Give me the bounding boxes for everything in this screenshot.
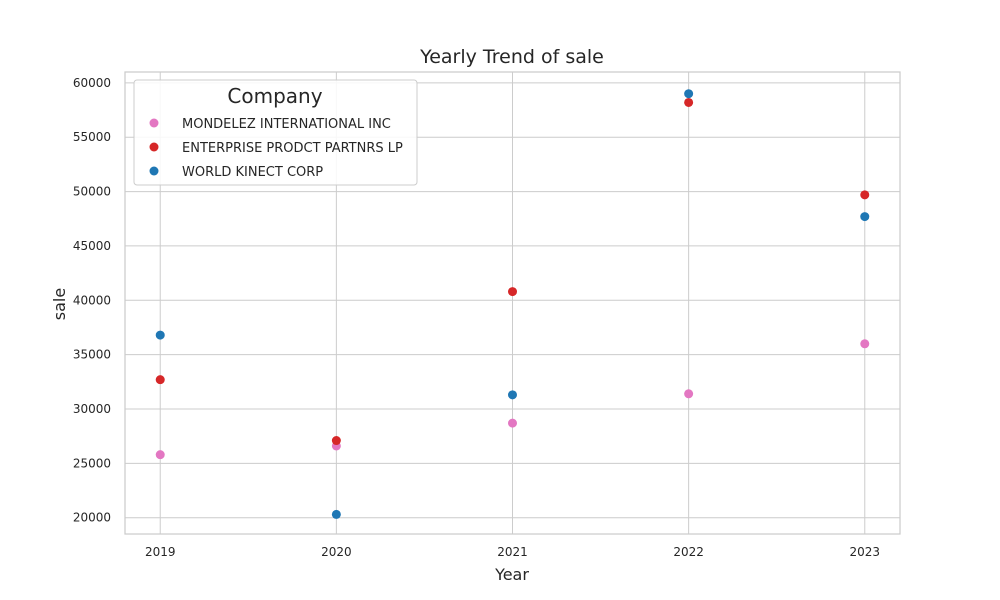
legend-marker (149, 166, 159, 176)
x-axis-label: Year (494, 565, 529, 584)
legend-label: ENTERPRISE PRODCT PARTNRS LP (182, 141, 403, 156)
y-axis-label: sale (50, 288, 69, 320)
data-point (860, 212, 870, 222)
data-point (508, 418, 517, 428)
y-tick-label: 40000 (73, 293, 111, 307)
data-point (860, 190, 870, 200)
legend-title: Company (227, 84, 322, 108)
data-point (684, 89, 694, 99)
legend-items: MONDELEZ INTERNATIONAL INC ENTERPRISE PRO… (149, 117, 403, 180)
y-tick-label: 55000 (73, 130, 111, 144)
plot-frame (124, 71, 901, 535)
data-point (508, 390, 517, 400)
x-tick-label: 2023 (849, 545, 880, 559)
ticks-layer: 20000 25000 30000 35000 40000 45000 50000 55000… (73, 76, 880, 559)
legend: Company MONDELEZ INTERNATIONAL INC ENTERP… (133, 79, 418, 186)
x-tick-label: 2021 (497, 545, 528, 559)
legend-label: WORLD KINECT CORP (182, 165, 323, 180)
marks-layer (155, 89, 870, 519)
x-tick-label: 2020 (321, 545, 352, 559)
data-point (331, 509, 341, 519)
y-tick-label: 30000 (73, 402, 111, 416)
legend-label: MONDELEZ INTERNATIONAL INC (182, 117, 391, 132)
y-tick-label: 25000 (73, 456, 111, 470)
data-point (331, 436, 341, 446)
legend-marker (149, 142, 159, 152)
data-point (860, 339, 870, 349)
data-point (508, 287, 517, 297)
chart-title: Yearly Trend of sale (419, 46, 604, 68)
data-point (155, 375, 165, 385)
legend-box (133, 79, 418, 186)
data-point (684, 97, 694, 107)
x-tick-label: 2022 (673, 545, 704, 559)
legend-marker (149, 118, 159, 128)
y-tick-label: 50000 (73, 185, 111, 199)
x-tick-label: 2019 (145, 545, 176, 559)
y-tick-label: 20000 (73, 511, 111, 525)
y-tick-label: 35000 (73, 348, 111, 362)
data-point (155, 330, 165, 340)
data-point (684, 389, 694, 399)
data-point (155, 450, 165, 460)
y-tick-label: 45000 (73, 239, 111, 253)
y-tick-label: 60000 (73, 76, 111, 90)
